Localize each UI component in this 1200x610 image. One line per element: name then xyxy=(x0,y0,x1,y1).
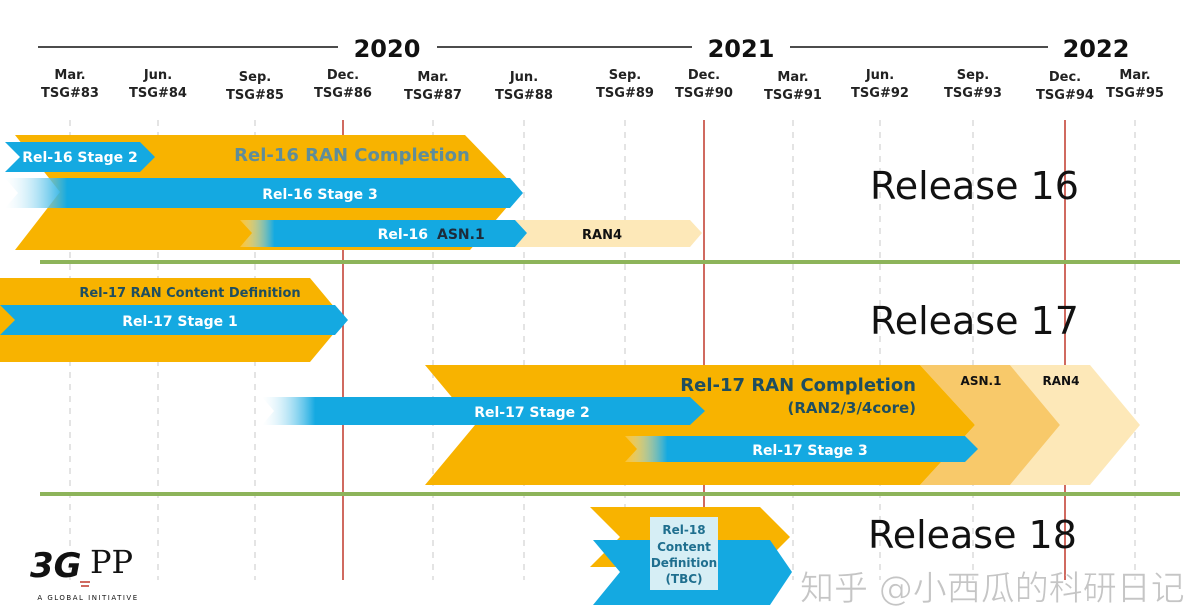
meeting-tsg-label: TSG#88 xyxy=(495,88,553,103)
logo-pp: PP xyxy=(90,543,133,581)
release-17-title: Release 17 xyxy=(870,299,1079,343)
meeting-tsg-label: TSG#93 xyxy=(944,86,1002,101)
meeting-month-label: Dec. xyxy=(1049,70,1081,85)
rel18-content-definition-box xyxy=(650,517,718,590)
meeting-month-label: Mar. xyxy=(54,68,85,83)
rel16-stage2-label: Rel-16 Stage 2 xyxy=(22,150,138,166)
rel16-ran-completion-label: Rel-16 RAN Completion xyxy=(234,145,470,166)
rel16-ran4-bar xyxy=(515,220,702,247)
meeting-month-label: Mar. xyxy=(1119,68,1150,83)
meeting-month-label: Mar. xyxy=(417,70,448,85)
rel17-ran-completion-label: Rel-17 RAN Completion xyxy=(680,375,916,396)
rel17-asn1-label: ASN.1 xyxy=(961,374,1002,388)
rel17-ran-completion-sub: (RAN2/3/4core) xyxy=(788,399,916,417)
logo-3g: 3G xyxy=(30,546,82,586)
rel16-stage3-bar xyxy=(5,178,523,208)
rel17-content-definition-label: Rel-17 RAN Content Definition xyxy=(79,286,300,301)
3gpp-logo: 3G PP A GLOBAL INITIATIVE xyxy=(30,543,138,602)
meeting-month-label: Dec. xyxy=(327,68,359,83)
meeting-month-label: Sep. xyxy=(957,68,989,83)
meeting-tsg-label: TSG#89 xyxy=(596,86,654,101)
meeting-tsg-label: TSG#83 xyxy=(41,86,99,101)
rel18-box-line: Content xyxy=(657,540,711,554)
rel17-ran4-bar xyxy=(1010,365,1140,485)
rel17-ran4-label: RAN4 xyxy=(1043,374,1080,388)
meeting-tsg-label: TSG#95 xyxy=(1106,86,1164,101)
rel17-stage1-bar xyxy=(0,305,348,335)
rel16-asn1-bar xyxy=(240,220,527,247)
meeting-month-label: Mar. xyxy=(777,70,808,85)
meeting-month-label: Jun. xyxy=(143,68,172,83)
rel16-ran4-label: RAN4 xyxy=(582,228,622,243)
meeting-tsg-label: TSG#85 xyxy=(226,88,284,103)
rel17-stage2-bar xyxy=(262,397,705,425)
meeting-month-label: Jun. xyxy=(865,68,894,83)
meeting-month-label: Sep. xyxy=(609,68,641,83)
rel17-stage3-bar xyxy=(625,436,978,462)
meeting-tsg-label: TSG#94 xyxy=(1036,88,1094,103)
meeting-tsg-label: TSG#92 xyxy=(851,86,909,101)
rel17-stage2-label: Rel-17 Stage 2 xyxy=(474,405,590,421)
rel17-stage1-label: Rel-17 Stage 1 xyxy=(122,314,238,330)
meeting-tsg-label: TSG#86 xyxy=(314,86,372,101)
watermark: 知乎 @小西瓜的科研日记 xyxy=(800,569,1185,609)
meeting-tsg-label: TSG#84 xyxy=(129,86,187,101)
meeting-tsg-label: TSG#90 xyxy=(675,86,733,101)
logo-tagline: A GLOBAL INITIATIVE xyxy=(37,594,138,602)
year-label: 2020 xyxy=(354,35,421,63)
meeting-month-label: Jun. xyxy=(509,70,538,85)
release-18-title: Release 18 xyxy=(868,513,1077,557)
rel16-stage2-bar xyxy=(5,142,155,172)
meeting-month-label: Sep. xyxy=(239,70,271,85)
rel18-box-line: Definition xyxy=(651,556,717,570)
release-16-title: Release 16 xyxy=(870,164,1079,208)
rel18-box-line: Rel-18 xyxy=(662,523,705,537)
year-label: 2021 xyxy=(708,35,775,63)
rel18-box-line: (TBC) xyxy=(665,572,702,586)
meeting-tsg-label: TSG#87 xyxy=(404,88,462,103)
meeting-tsg-label: TSG#91 xyxy=(764,88,822,103)
rel16-asn1-prefix: Rel-16 xyxy=(378,227,428,243)
rel16-stage3-label: Rel-16 Stage 3 xyxy=(262,187,378,203)
rel17-stage3-label: Rel-17 Stage 3 xyxy=(752,443,868,459)
rel16-asn1-label: ASN.1 xyxy=(437,227,485,243)
meeting-month-label: Dec. xyxy=(688,68,720,83)
year-label: 2022 xyxy=(1063,35,1130,63)
